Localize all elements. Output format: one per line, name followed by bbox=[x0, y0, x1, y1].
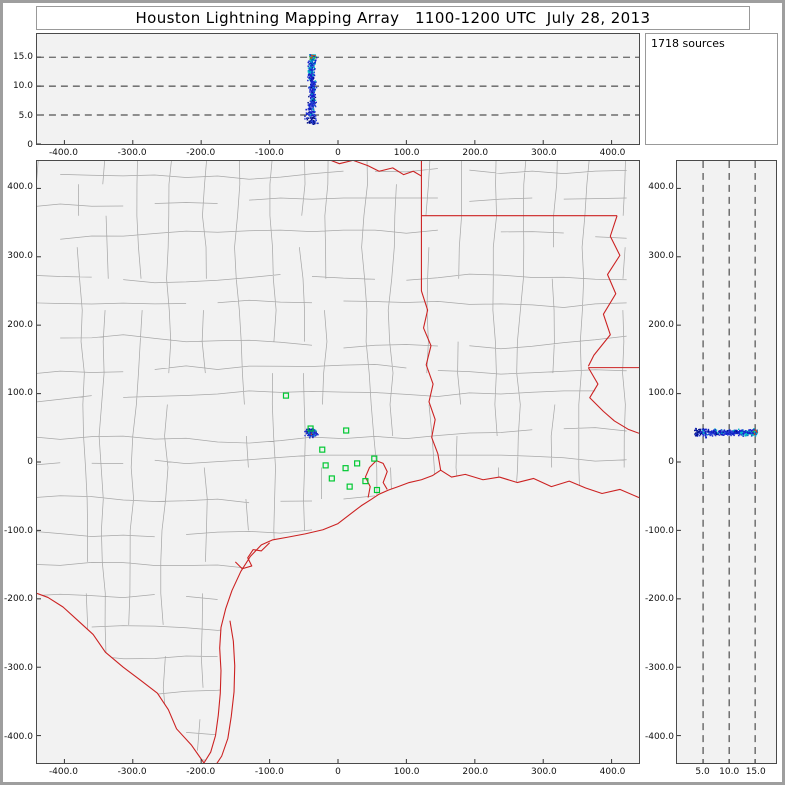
x-axis-tick-label: 0 bbox=[335, 767, 341, 777]
plan-view-map-panel[interactable] bbox=[36, 160, 640, 764]
y-axis-tick-label: -100.0 bbox=[644, 525, 674, 536]
y-axis-tick-label: 200.0 bbox=[7, 319, 33, 330]
y-axis-tick-label: 100.0 bbox=[7, 388, 33, 399]
y-axis-tick-label: 0 bbox=[27, 457, 33, 467]
x-axis-tick-label: 0 bbox=[335, 148, 341, 158]
y-axis-tick-label: 15.0 bbox=[12, 51, 33, 62]
x-axis-tick-label: 400.0 bbox=[599, 148, 626, 158]
altitude-ns-canvas bbox=[677, 161, 759, 763]
x-axis-tick-label: 5.0 bbox=[695, 767, 710, 777]
x-axis-tick-label: 300.0 bbox=[531, 767, 557, 777]
y-axis-tick-label: 400.0 bbox=[7, 182, 33, 193]
x-axis-tick-label: 100.0 bbox=[393, 148, 420, 158]
y-axis-tick-label: 5.0 bbox=[18, 110, 33, 121]
sources-count-label: 1718 sources bbox=[651, 37, 725, 50]
y-axis-tick-label: -200.0 bbox=[3, 594, 33, 605]
y-axis-tick-label: -300.0 bbox=[644, 662, 674, 673]
y-axis-tick-label: 300.0 bbox=[648, 251, 674, 262]
y-axis-tick-label: -200.0 bbox=[644, 594, 674, 605]
y-axis-tick-label: 200.0 bbox=[648, 319, 674, 330]
x-axis-tick-label: 200.0 bbox=[462, 148, 489, 158]
x-axis-tick-label: -400.0 bbox=[48, 767, 78, 777]
plan-view-map-canvas bbox=[37, 161, 639, 763]
y-axis-tick-label: -400.0 bbox=[3, 731, 33, 742]
y-axis-tick-label: -300.0 bbox=[3, 662, 33, 673]
y-axis-tick-label: 0 bbox=[27, 140, 33, 150]
x-axis-tick-label: 15.0 bbox=[745, 767, 766, 777]
altitude-ew-canvas bbox=[37, 54, 639, 144]
x-axis-tick-label: -100.0 bbox=[254, 767, 284, 777]
y-axis-tick-label: 100.0 bbox=[648, 388, 674, 399]
x-axis-tick-label: -100.0 bbox=[254, 148, 284, 158]
altitude-ew-panel[interactable] bbox=[36, 33, 640, 145]
y-axis-tick-label: -400.0 bbox=[644, 731, 674, 742]
altitude-ns-panel[interactable] bbox=[676, 160, 777, 764]
x-axis-tick-label: 100.0 bbox=[393, 767, 420, 777]
y-axis-tick-label: 300.0 bbox=[7, 251, 33, 262]
x-axis-tick-label: -200.0 bbox=[186, 767, 216, 777]
x-axis-tick-label: 300.0 bbox=[531, 148, 557, 158]
x-axis-tick-label: 200.0 bbox=[462, 767, 489, 777]
y-axis-tick-label: -100.0 bbox=[3, 525, 33, 536]
y-axis-tick-label: 400.0 bbox=[648, 182, 674, 193]
x-axis-tick-label: -300.0 bbox=[117, 148, 147, 158]
x-axis-tick-label: 10.0 bbox=[719, 767, 740, 777]
title-bar: Houston Lightning Mapping Array 1100-120… bbox=[36, 6, 750, 30]
sources-count-box: 1718 sources bbox=[645, 33, 778, 145]
x-axis-tick-label: -400.0 bbox=[48, 148, 78, 158]
y-axis-tick-label: 10.0 bbox=[12, 81, 33, 92]
y-axis-tick-label: 0 bbox=[668, 457, 674, 467]
x-axis-tick-label: 400.0 bbox=[599, 767, 626, 777]
x-axis-tick-label: -200.0 bbox=[186, 148, 216, 158]
x-axis-tick-label: -300.0 bbox=[117, 767, 147, 777]
